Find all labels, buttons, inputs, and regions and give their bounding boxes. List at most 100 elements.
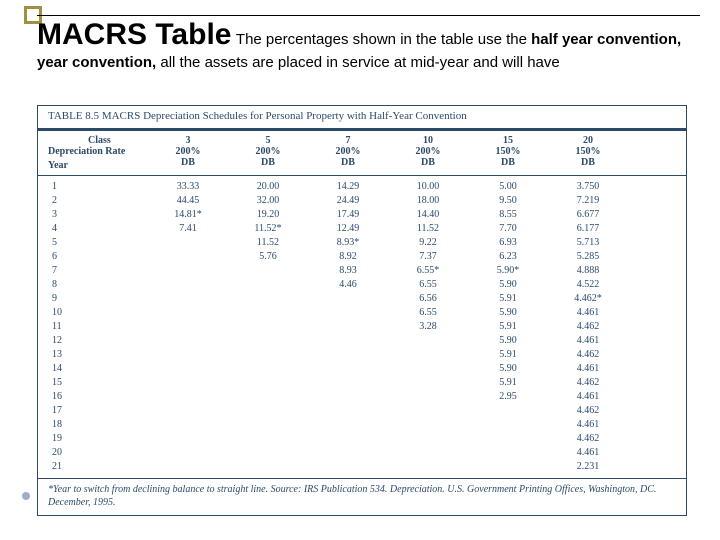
table-cell: 5.285 bbox=[548, 250, 628, 264]
table-cell bbox=[388, 334, 468, 348]
table-cell: 19.20 bbox=[228, 208, 308, 222]
table-cell: 4.461 bbox=[548, 334, 628, 348]
table-cell bbox=[308, 460, 388, 474]
table-cell: 24.49 bbox=[308, 194, 388, 208]
table-cell bbox=[308, 306, 388, 320]
table-cell bbox=[148, 278, 228, 292]
table-cell: 5.90 bbox=[468, 362, 548, 376]
header-class-10: 10200%DB bbox=[388, 135, 468, 171]
table-cell: 11.52 bbox=[228, 236, 308, 250]
table-cell bbox=[148, 292, 228, 306]
table-row-year: 13 bbox=[38, 348, 148, 362]
table-number: TABLE 8.5 bbox=[48, 110, 99, 122]
title-cont-bold: year convention, bbox=[37, 54, 156, 71]
table-cell bbox=[228, 390, 308, 404]
table-row-year: 7 bbox=[38, 264, 148, 278]
table-cell: 6.677 bbox=[548, 208, 628, 222]
table-cell bbox=[148, 264, 228, 278]
table-cell: 4.461 bbox=[548, 390, 628, 404]
table-cell: 5.90* bbox=[468, 264, 548, 278]
table-cell bbox=[148, 362, 228, 376]
table-cell: 4.888 bbox=[548, 264, 628, 278]
table-cell bbox=[308, 362, 388, 376]
table-cell: 33.33 bbox=[148, 180, 228, 194]
table-cell bbox=[148, 334, 228, 348]
table-cell: 4.461 bbox=[548, 306, 628, 320]
table-row-year: 3 bbox=[38, 208, 148, 222]
table-cell bbox=[228, 264, 308, 278]
table-cell bbox=[228, 278, 308, 292]
table-cell bbox=[148, 404, 228, 418]
table-cell bbox=[308, 404, 388, 418]
table-row-year: 4 bbox=[38, 222, 148, 236]
table-column-headers: Class Depreciation Rate Year 3200%DB 520… bbox=[38, 131, 686, 176]
table-cell: 4.462 bbox=[548, 376, 628, 390]
table-cell bbox=[228, 460, 308, 474]
table-row-year: 8 bbox=[38, 278, 148, 292]
table-cell: 8.92 bbox=[308, 250, 388, 264]
table-cell: 6.23 bbox=[468, 250, 548, 264]
table-cell bbox=[308, 348, 388, 362]
table-cell: 4.461 bbox=[548, 418, 628, 432]
table-cell bbox=[228, 418, 308, 432]
header-class: Class bbox=[88, 135, 111, 146]
table-cell bbox=[388, 446, 468, 460]
header-class-20: 20150%DB bbox=[548, 135, 628, 171]
table-cell bbox=[148, 376, 228, 390]
header-class-15: 15150%DB bbox=[468, 135, 548, 171]
header-class-rate: Class Depreciation Rate Year bbox=[38, 135, 148, 171]
table-cell: 5.91 bbox=[468, 376, 548, 390]
table-cell: 14.29 bbox=[308, 180, 388, 194]
table-cell bbox=[388, 390, 468, 404]
table-cell bbox=[388, 376, 468, 390]
table-cell bbox=[148, 446, 228, 460]
table-cell: 7.37 bbox=[388, 250, 468, 264]
table-cell bbox=[308, 432, 388, 446]
table-cell: 9.50 bbox=[468, 194, 548, 208]
table-cell bbox=[468, 404, 548, 418]
table-row-year: 10 bbox=[38, 306, 148, 320]
table-cell: 11.52* bbox=[228, 222, 308, 236]
table-cell bbox=[148, 432, 228, 446]
table-row-year: 18 bbox=[38, 418, 148, 432]
table-cell bbox=[228, 446, 308, 460]
table-cell bbox=[148, 418, 228, 432]
table-cell: 9.22 bbox=[388, 236, 468, 250]
table-caption: TABLE 8.5 MACRS Depreciation Schedules f… bbox=[38, 106, 686, 131]
table-cell: 3.750 bbox=[548, 180, 628, 194]
table-row-year: 6 bbox=[38, 250, 148, 264]
table-cell bbox=[308, 376, 388, 390]
table-cell: 17.49 bbox=[308, 208, 388, 222]
table-cell bbox=[468, 446, 548, 460]
table-cell: 4.461 bbox=[548, 446, 628, 460]
title-subtitle: The percentages shown in the table use t… bbox=[236, 31, 681, 48]
table-cell bbox=[228, 292, 308, 306]
table-cell bbox=[228, 320, 308, 334]
table-cell: 8.93 bbox=[308, 264, 388, 278]
title-sub-text: The percentages shown in the table use t… bbox=[236, 31, 531, 48]
table-cell bbox=[148, 460, 228, 474]
table-row-year: 5 bbox=[38, 236, 148, 250]
table-row-year: 20 bbox=[38, 446, 148, 460]
table-cell bbox=[228, 348, 308, 362]
table-cell bbox=[228, 376, 308, 390]
table-cell: 6.177 bbox=[548, 222, 628, 236]
table-cell: 7.219 bbox=[548, 194, 628, 208]
table-cell: 14.40 bbox=[388, 208, 468, 222]
table-row-year: 11 bbox=[38, 320, 148, 334]
header-deprate: Depreciation Rate bbox=[48, 146, 125, 157]
table-cell bbox=[228, 306, 308, 320]
table-cell: 20.00 bbox=[228, 180, 308, 194]
table-cell bbox=[308, 292, 388, 306]
table-cell: 4.462 bbox=[548, 348, 628, 362]
table-cell: 5.91 bbox=[468, 348, 548, 362]
table-cell bbox=[468, 432, 548, 446]
table-cell bbox=[148, 320, 228, 334]
macrs-table: TABLE 8.5 MACRS Depreciation Schedules f… bbox=[37, 105, 687, 516]
header-class-7: 7200%DB bbox=[308, 135, 388, 171]
table-cell: 8.55 bbox=[468, 208, 548, 222]
table-cell: 4.462* bbox=[548, 292, 628, 306]
table-cell bbox=[468, 460, 548, 474]
table-caption-text: MACRS Depreciation Schedules for Persona… bbox=[102, 110, 467, 122]
table-cell bbox=[148, 306, 228, 320]
